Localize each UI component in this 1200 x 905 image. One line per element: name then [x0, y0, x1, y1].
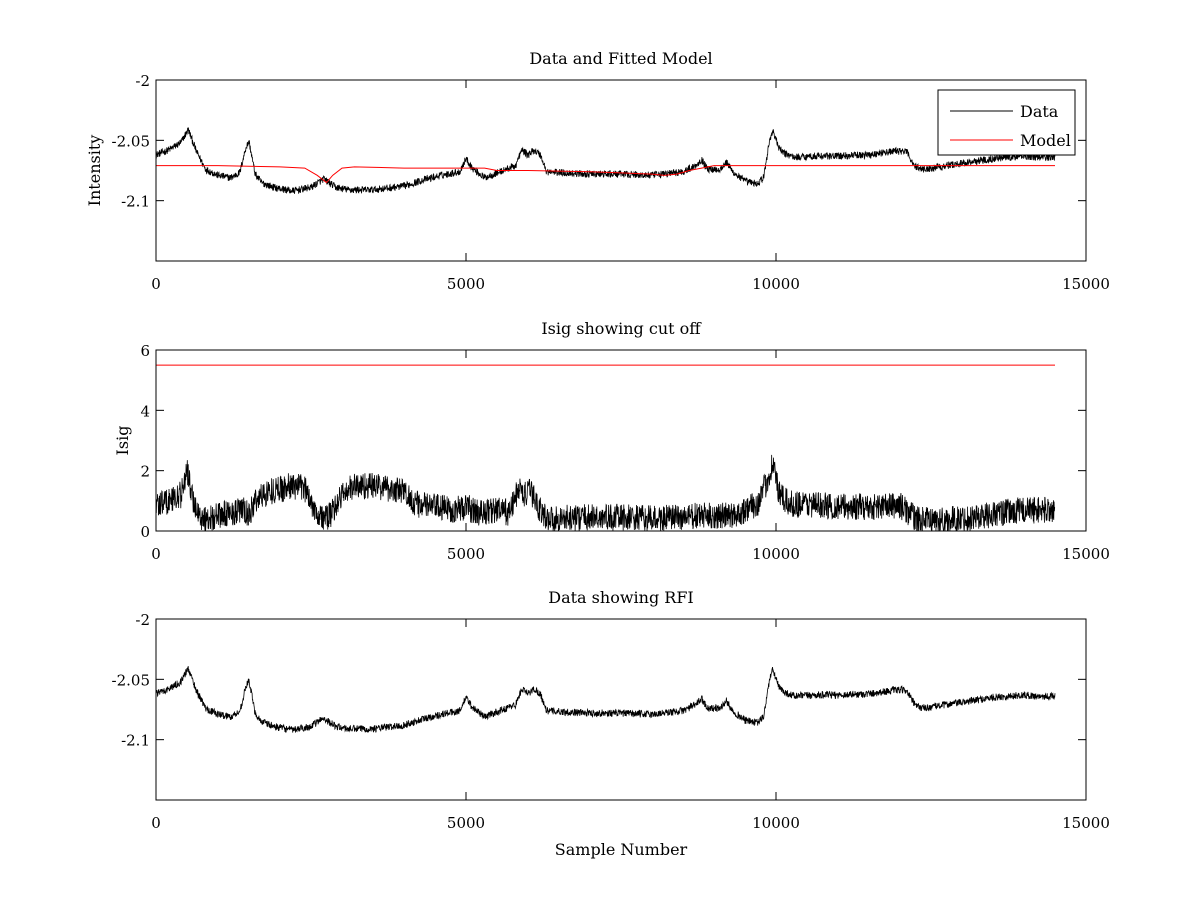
y-tick-label: -2	[135, 72, 150, 90]
legend-label-data: Data	[1020, 102, 1059, 121]
axes-frame	[155, 349, 1087, 532]
axes-frame	[155, 79, 1087, 262]
x-tick-label: 10000	[752, 814, 800, 832]
chart-title: Data showing RFI	[548, 588, 693, 607]
y-tick-label: -2	[135, 611, 150, 629]
x-tick-label: 10000	[752, 545, 800, 563]
x-tick-label: 0	[151, 275, 161, 293]
data-series-line	[156, 454, 1056, 531]
x-tick-label: 5000	[447, 275, 485, 293]
y-axis-label: Intensity	[85, 135, 104, 207]
y-tick-label: 4	[140, 402, 150, 420]
model-series-line	[156, 165, 1055, 184]
x-tick-label: 15000	[1062, 275, 1110, 293]
x-tick-label: 10000	[752, 275, 800, 293]
x-tick-label: 0	[151, 814, 161, 832]
y-tick-label: -2.05	[112, 671, 150, 689]
legend-box	[937, 89, 1076, 156]
axes-frame	[155, 618, 1087, 801]
data-series-line	[156, 666, 1056, 734]
chart-title: Isig showing cut off	[541, 319, 702, 338]
y-tick-label: -2.1	[121, 193, 150, 211]
y-tick-label: -2.1	[121, 732, 150, 750]
y-tick-label: 6	[140, 342, 150, 360]
chart-title: Data and Fitted Model	[529, 49, 712, 68]
y-tick-label: 0	[140, 523, 150, 541]
x-tick-label: 5000	[447, 545, 485, 563]
subplot-3: 0 5000 10000 15000 -2 -2.05 -2.1 Data showing R…	[112, 588, 1110, 859]
subplot-1: 0 5000 10000 15000 -2 -2.05 -2.1 Data and Fitte…	[85, 49, 1110, 293]
subplot-2: 0 5000 10000 15000 0 2 4 6 Isig showing cut off I…	[113, 319, 1110, 563]
data-series-line	[156, 127, 1056, 195]
x-axis-label: Sample Number	[555, 840, 688, 859]
legend: Data Model	[937, 89, 1076, 156]
y-tick-label: 2	[140, 463, 150, 481]
x-tick-label: 0	[151, 545, 161, 563]
y-tick-label: -2.05	[112, 132, 150, 150]
y-axis-label: Isig	[113, 426, 132, 456]
x-tick-label: 15000	[1062, 814, 1110, 832]
legend-label-model: Model	[1020, 131, 1071, 150]
x-tick-label: 5000	[447, 814, 485, 832]
x-tick-label: 15000	[1062, 545, 1110, 563]
